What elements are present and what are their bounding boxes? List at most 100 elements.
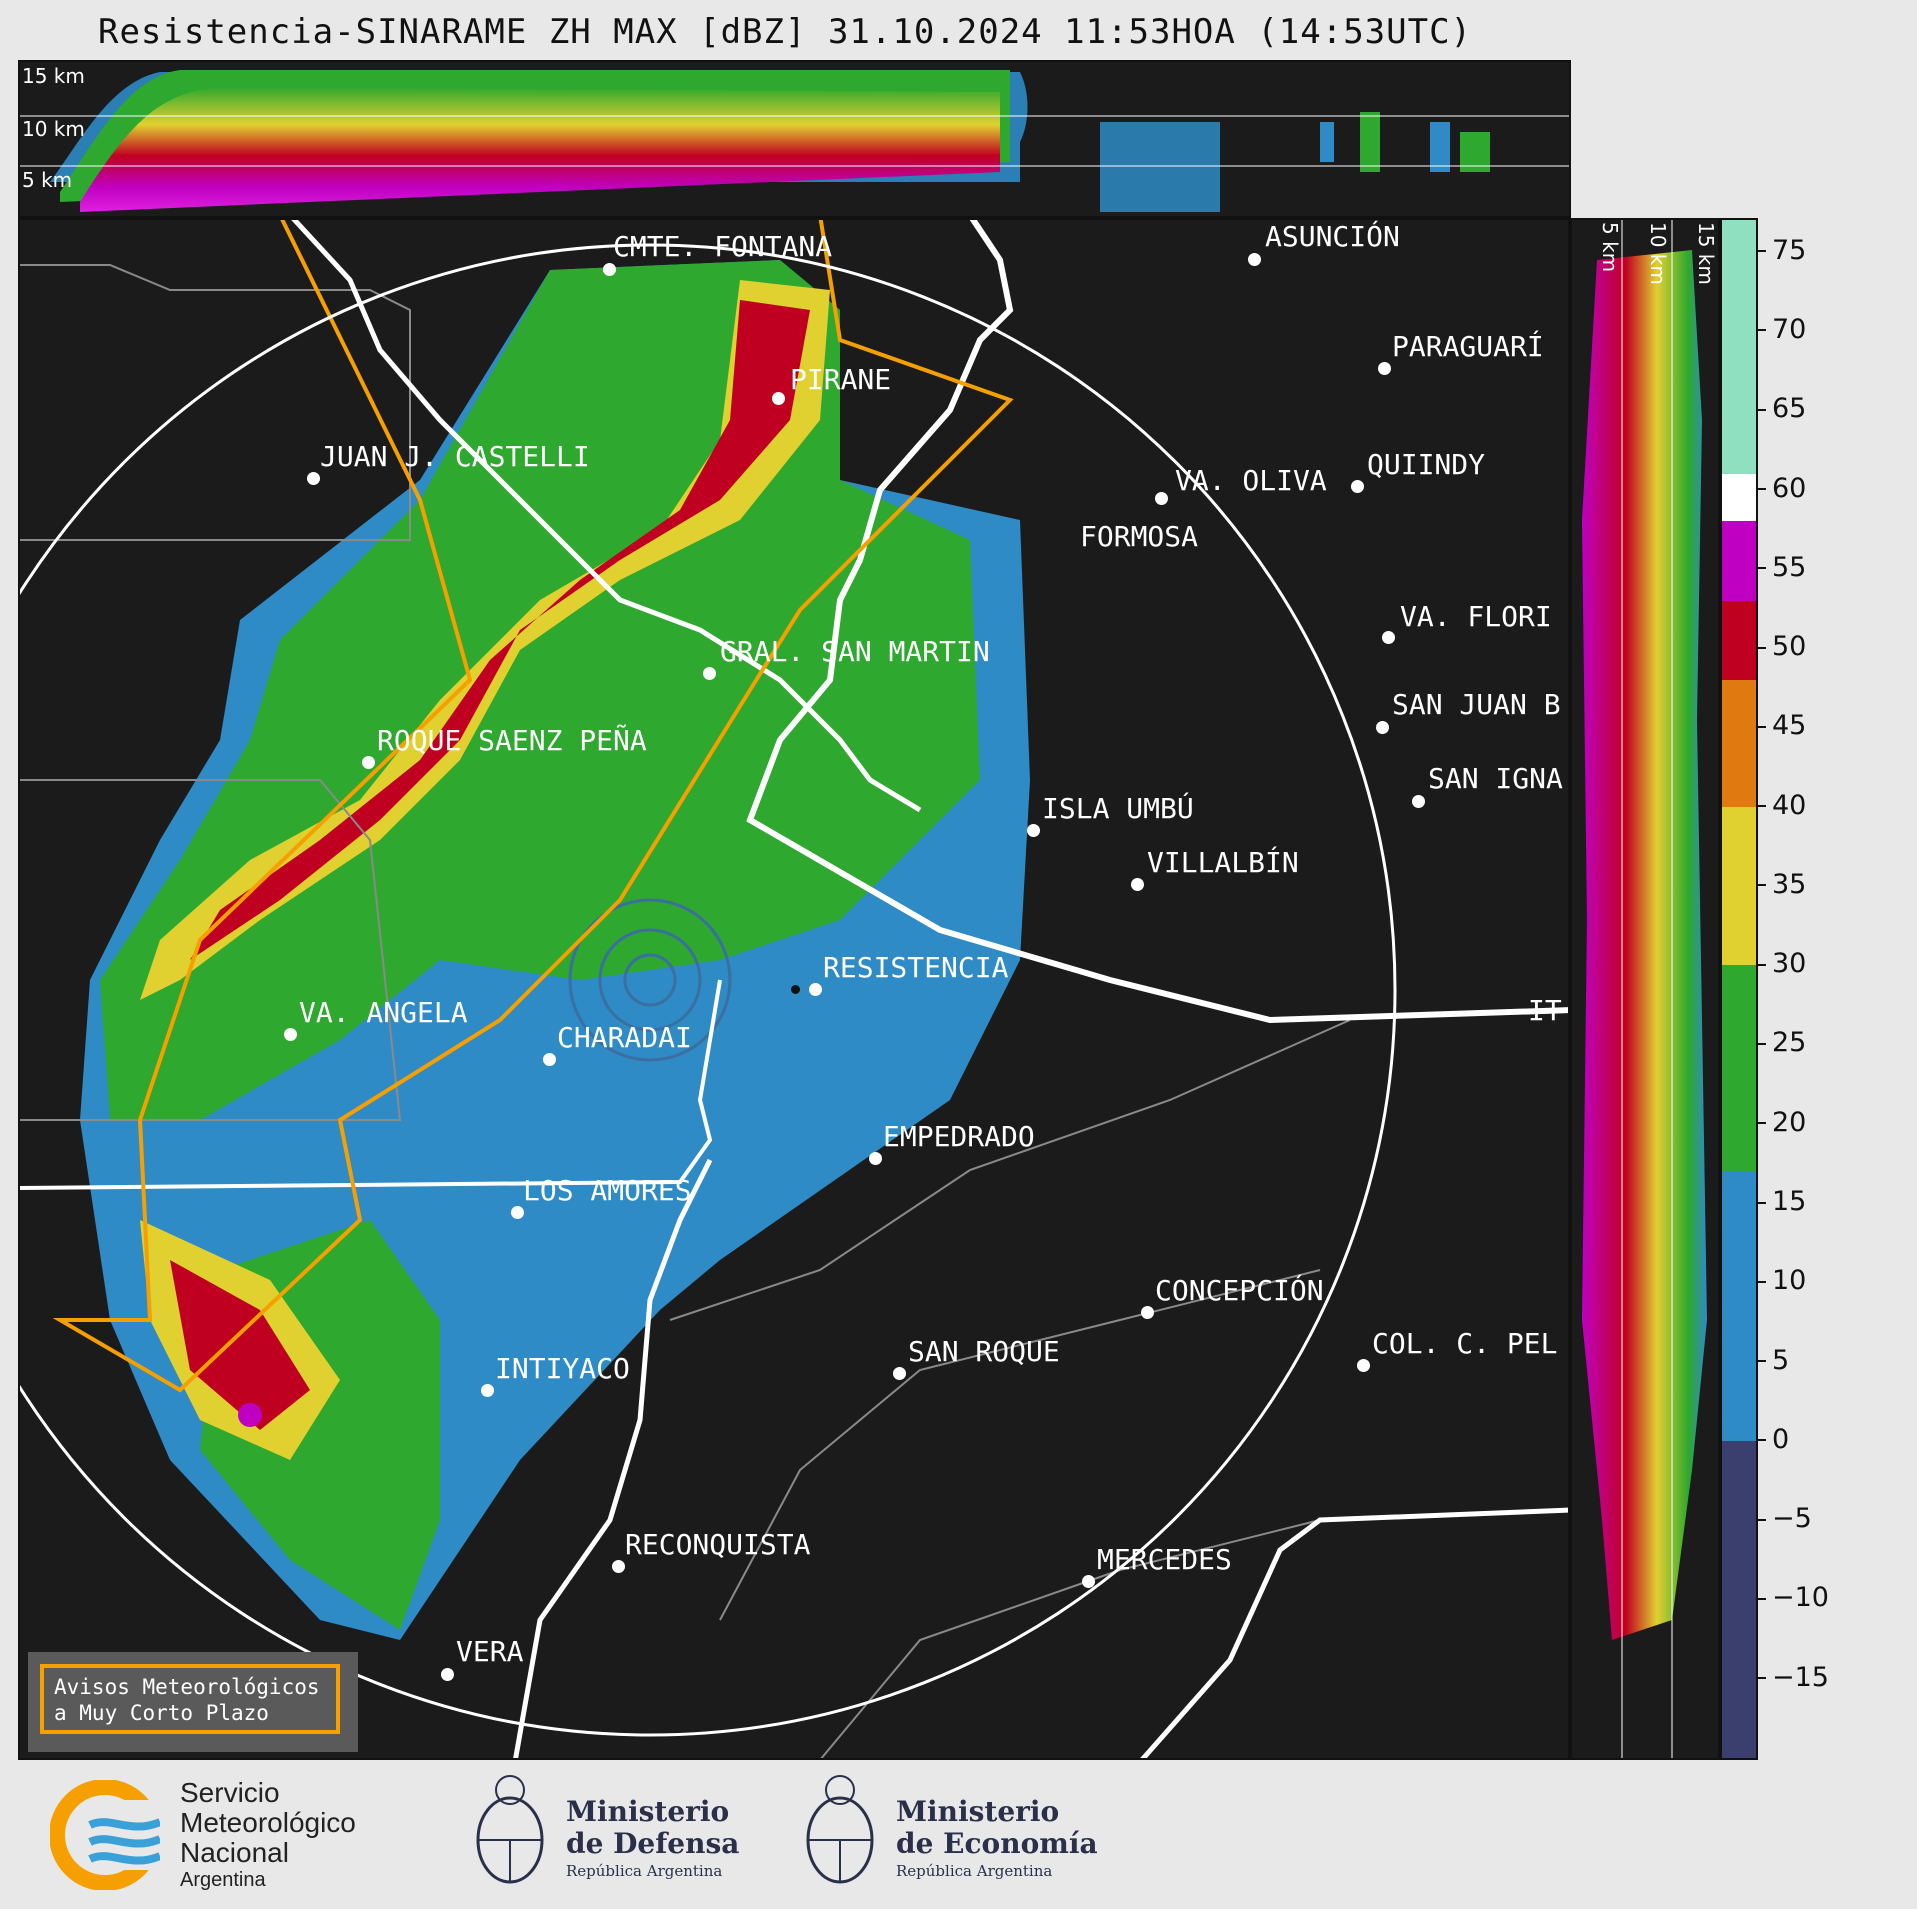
colorbar-tick-label: 30 — [1758, 948, 1806, 979]
river-paraguay-parana — [746, 220, 1568, 1024]
height-label-15km: 15 km — [22, 64, 85, 88]
colorbar-tick-label: 25 — [1758, 1027, 1806, 1058]
colorbar-segment — [1722, 1171, 1756, 1441]
city-label: INTIYACO — [495, 1352, 630, 1385]
smn-logo-text: Servicio Meteorológico Nacional Argentin… — [180, 1777, 356, 1892]
city-label: VA. FLORI — [1400, 600, 1552, 633]
city-label: RECONQUISTA — [625, 1528, 811, 1561]
river-parana — [513, 1158, 713, 1758]
warning-polygons — [52, 220, 1014, 1393]
defensa-logo-text: Ministerio de Defensa República Argentin… — [566, 1795, 740, 1881]
city-label: GRAL. SAN MARTIN — [720, 635, 990, 668]
city-dot — [1376, 721, 1389, 734]
colorbar-tick-label: 60 — [1758, 473, 1806, 504]
right-cross-section-echoes — [1582, 220, 1707, 1758]
city-dot — [307, 472, 320, 485]
page-title: Resistencia-SINARAME ZH MAX [dBZ] 31.10.… — [97, 12, 1473, 52]
colorbar-tick-label: 55 — [1758, 552, 1806, 583]
city-label: SAN JUAN B — [1392, 688, 1561, 721]
colorbar-tick-label: 70 — [1758, 314, 1806, 345]
city-label: COL. C. PEL — [1372, 1327, 1558, 1360]
legend-line-1: Avisos Meteorológicos — [54, 1675, 320, 1699]
city-label: VA. OLIVA — [1175, 464, 1327, 497]
echo-red-south — [170, 1260, 310, 1430]
colorbar-tick-label: 75 — [1758, 235, 1806, 266]
city-dot — [284, 1028, 297, 1041]
right-cross-section-panel: 5 km 10 km 15 km — [1570, 218, 1720, 1760]
top-cross-section-panel: 15 km 10 km 5 km — [18, 60, 1571, 218]
city-label: FORMOSA — [1080, 520, 1199, 553]
range-ring — [20, 243, 1397, 1737]
city-dot — [1141, 1306, 1154, 1319]
height-label-5km: 5 km — [22, 168, 73, 192]
city-label: JUAN J. CASTELLI — [320, 440, 590, 473]
height-label-15km: 15 km — [1694, 222, 1718, 285]
height-label-10km: 10 km — [1646, 222, 1670, 285]
colorbar-segment — [1722, 521, 1756, 601]
colorbar-tick-label: −10 — [1758, 1582, 1829, 1613]
echo-red-band — [190, 300, 810, 960]
city-label: LOS AMORES — [523, 1174, 692, 1207]
height-label-10km: 10 km — [22, 117, 85, 141]
top-cross-section-echoes — [20, 70, 1569, 212]
city-label: ASUNCIÓN — [1265, 220, 1400, 253]
city-label: CHARADAI — [557, 1021, 692, 1054]
city-label: VA. ANGELA — [299, 996, 468, 1029]
city-dot — [1357, 1359, 1370, 1372]
city-dot — [1351, 480, 1364, 493]
colorbar-segment — [1722, 473, 1756, 522]
colorbar-tick-label: 15 — [1758, 1186, 1806, 1217]
colorbar-segment — [1722, 679, 1756, 807]
city-dot — [809, 983, 822, 996]
city-dot — [703, 667, 716, 680]
city-dot — [772, 392, 785, 405]
city-label: SAN IGNA — [1428, 762, 1563, 795]
radar-map-panel[interactable]: CMTE. FONTANA ASUNCIÓN PARAGUARÍ PIRANE … — [18, 218, 1570, 1760]
dbz-colorbar — [1720, 218, 1758, 1760]
city-dot — [893, 1367, 906, 1380]
city-dot — [1155, 492, 1168, 505]
legend-line-2: a Muy Corto Plazo — [54, 1701, 269, 1725]
city-dot — [1378, 362, 1391, 375]
colorbar-tick-label: 35 — [1758, 869, 1806, 900]
colorbar-tick-label: 50 — [1758, 631, 1806, 662]
city-dot — [481, 1384, 494, 1397]
colorbar-segment — [1722, 220, 1756, 474]
city-label: RESISTENCIA — [823, 951, 1009, 984]
city-label: MERCEDES — [1097, 1543, 1232, 1576]
colorbar-tick-label: 65 — [1758, 393, 1806, 424]
city-dot — [1082, 1575, 1095, 1588]
economia-logo-text: Ministerio de Economía República Argenti… — [896, 1795, 1098, 1881]
argentina-coat-of-arms-icon — [476, 1775, 544, 1884]
radar-map-svg — [20, 220, 1568, 1758]
river-bermejo — [291, 220, 922, 813]
colorbar-tick-label: 5 — [1758, 1345, 1789, 1376]
city-label: IT — [1528, 994, 1562, 1027]
warnings-legend: Avisos Meteorológicos a Muy Corto Plazo — [28, 1652, 358, 1752]
colorbar-tick-label: 20 — [1758, 1107, 1806, 1138]
city-label: VILLALBÍN — [1147, 846, 1299, 879]
city-dot — [511, 1206, 524, 1219]
city-label: PARAGUARÍ — [1392, 330, 1544, 363]
city-label: SAN ROQUE — [908, 1335, 1060, 1368]
city-dot — [362, 756, 375, 769]
city-dot — [1131, 878, 1144, 891]
city-dot — [1412, 795, 1425, 808]
argentina-coat-of-arms-icon — [806, 1775, 874, 1884]
city-label: EMPEDRADO — [883, 1120, 1035, 1153]
city-label: VERA — [456, 1635, 524, 1668]
radar-site-marker — [791, 985, 800, 994]
city-label: QUIINDY — [1367, 448, 1486, 481]
city-label: ISLA UMBÚ — [1042, 792, 1194, 825]
city-dot — [441, 1668, 454, 1681]
city-dot — [543, 1053, 556, 1066]
colorbar-tick-label: −5 — [1758, 1503, 1812, 1534]
city-label: CMTE. FONTANA — [613, 230, 833, 263]
city-dot — [1382, 631, 1395, 644]
city-dot — [612, 1560, 625, 1573]
height-label-5km: 5 km — [1598, 222, 1622, 273]
city-label: PIRANE — [790, 363, 892, 396]
city-dot — [1027, 824, 1040, 837]
city-dot — [603, 263, 616, 276]
city-dot — [869, 1152, 882, 1165]
